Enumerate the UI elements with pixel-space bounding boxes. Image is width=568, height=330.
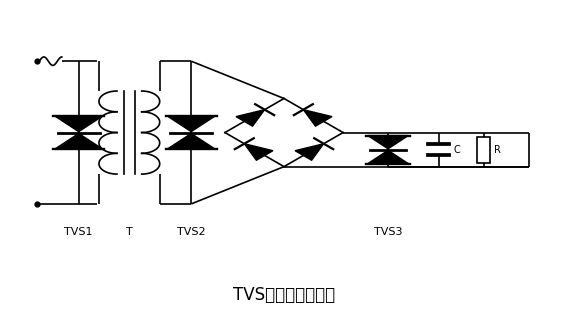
- Polygon shape: [56, 133, 102, 149]
- Text: R: R: [494, 145, 501, 154]
- Text: C: C: [454, 145, 461, 154]
- Text: T: T: [126, 226, 133, 237]
- Polygon shape: [168, 116, 214, 132]
- Text: TVS3: TVS3: [374, 226, 402, 237]
- Polygon shape: [303, 110, 332, 126]
- Polygon shape: [368, 136, 408, 149]
- Text: TVS1: TVS1: [64, 226, 93, 237]
- Text: TVS在电路中的应用: TVS在电路中的应用: [233, 286, 335, 304]
- Polygon shape: [168, 133, 214, 149]
- Polygon shape: [56, 116, 102, 132]
- Polygon shape: [244, 144, 273, 160]
- Bar: [478, 137, 490, 163]
- Polygon shape: [368, 150, 408, 164]
- Polygon shape: [236, 110, 265, 126]
- Text: TVS2: TVS2: [177, 226, 206, 237]
- Polygon shape: [295, 144, 324, 160]
